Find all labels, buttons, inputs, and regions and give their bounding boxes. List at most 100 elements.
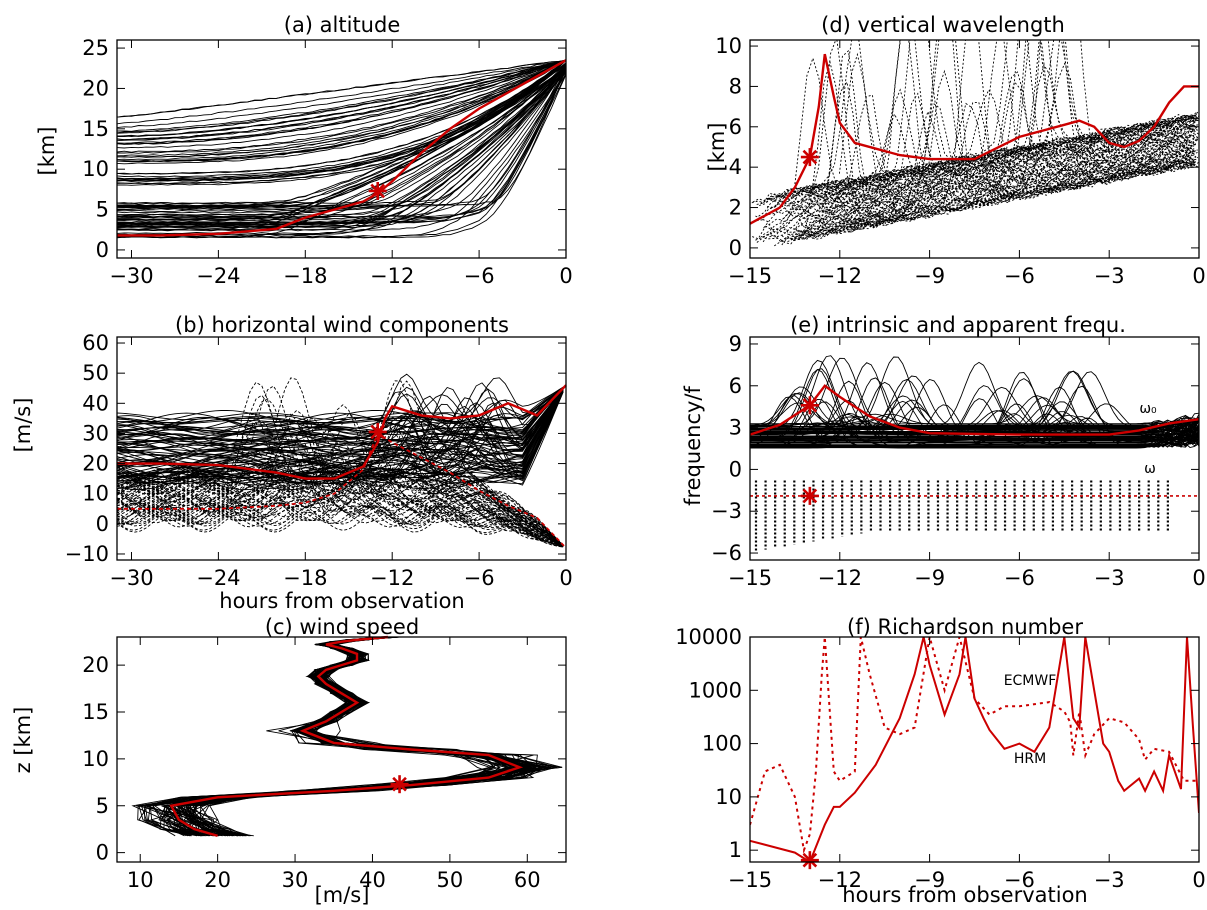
panel-e-marker [800, 486, 819, 505]
panel-d-trajectory [751, 40, 1196, 220]
panel-a-trajectory [117, 73, 566, 238]
panel-b-xtick-label: −18 [283, 566, 327, 590]
panel-b-trajectory-dashed [117, 394, 564, 547]
panel-a-trajectory [117, 59, 566, 118]
panel-a-trajectory [117, 63, 566, 208]
panel-d-ylabel: [km] [705, 122, 729, 171]
panel-f-lines [750, 637, 1199, 862]
panel-c-profile [138, 637, 563, 837]
panel-c-profile [176, 637, 522, 836]
panel-c-profile [183, 637, 527, 837]
panel-b-trajectory-solid [117, 390, 564, 484]
panel-d-xtick-label: −9 [914, 264, 945, 288]
panel-c-profile [200, 637, 517, 836]
panel-a-trajectory [117, 59, 566, 129]
panel-e-ytick-label: 9 [729, 332, 742, 356]
panel-c-ytick-label: 15 [82, 700, 109, 724]
panel-d-vertical-wavelength: (d) vertical wavelength [km] −15 −12 −9 −6 −… [705, 13, 1206, 288]
panel-a-trajectory [117, 69, 566, 225]
panel-a-trajectory [117, 59, 566, 185]
panel-a-ytick-label: 15 [82, 117, 109, 141]
panel-f-ytick-label: 10 [715, 785, 742, 809]
panel-c-xtick-label: 40 [359, 868, 386, 892]
panel-b-xtick-label: −6 [464, 566, 495, 590]
panel-a-trajectory [117, 73, 566, 239]
panel-c-profile [167, 637, 529, 837]
panel-d-marker [800, 148, 819, 167]
panel-b-frame [116, 336, 567, 561]
panel-c-profile [167, 637, 531, 837]
panel-d-trajectory [829, 133, 1195, 209]
panel-d-trajectory [774, 102, 1194, 247]
panel-d-trajectory [832, 111, 1199, 234]
panel-c-profile [191, 637, 545, 837]
panel-d-trajectory [786, 117, 1199, 241]
panel-f-xtick-label: −12 [818, 868, 862, 892]
panel-a-altitude: (a) altitude [km] −30 −24 −18 −12 −6 0 0 5 10 15 2… [35, 13, 573, 288]
panel-c-profile [152, 637, 542, 837]
panel-d-trajectory [836, 40, 1197, 212]
panel-e-trajectory-intrinsic [750, 386, 1199, 427]
panel-d-trajectory [839, 117, 1199, 232]
panel-c-profile [177, 637, 558, 837]
panel-d-trajectory [755, 88, 1199, 240]
panel-b-trajectory-dashed [117, 467, 564, 546]
panel-a-ylabel: [km] [35, 126, 59, 175]
panel-d-trajectory [756, 132, 1195, 243]
panel-a-trajectory [117, 59, 566, 141]
panel-d-trajectory [794, 56, 1197, 208]
panel-a-marker-stroke [370, 183, 386, 199]
panel-a-trajectory [117, 62, 566, 207]
panel-f-marker [800, 851, 819, 870]
panel-e-ytick-label: −6 [711, 541, 742, 565]
panel-f-xtick-label: −6 [1004, 868, 1035, 892]
panel-c-profile [189, 637, 530, 837]
panel-a-trajectory [117, 66, 566, 217]
panel-d-trajectory [800, 69, 1197, 221]
panel-b-ytick-label: 0 [96, 512, 109, 536]
panel-e-trajectory-intrinsic [750, 361, 1199, 429]
panel-e-trajectory-intrinsic [750, 424, 1199, 446]
panel-b-trajectory-dashed [117, 461, 564, 546]
panel-b-xtick-label: 0 [559, 566, 572, 590]
panel-b-trajectory-dashed [117, 413, 564, 548]
panel-d-frame [749, 39, 1200, 259]
panel-f-xtick-label: −3 [1094, 868, 1125, 892]
panel-c-profile [199, 637, 538, 837]
panel-d-trajectory [752, 121, 1197, 231]
panel-b-trajectory-solid [117, 386, 564, 441]
panel-b-ytick-label: 60 [82, 331, 109, 355]
panel-c-marker [390, 775, 409, 794]
panel-b-trajectory-dashed [117, 450, 564, 547]
panel-c-profile [206, 637, 549, 837]
panel-a-xtick-label: −12 [370, 264, 414, 288]
panel-a-trajectory [117, 63, 566, 207]
panel-a-trajectory [117, 60, 566, 154]
panel-a-trajectory [117, 70, 566, 229]
panel-b-trajectory-dashed [117, 451, 564, 547]
panel-b-horizontal-wind: (b) horizontal wind components [m/s] hou… [11, 313, 573, 613]
panel-e-frequency: (e) intrinsic and apparent frequ. freque… [681, 313, 1206, 590]
panel-e-trajectory-intrinsic [750, 422, 1199, 438]
panel-b-trajectory-dashed [117, 413, 564, 547]
panel-b-trajectory-dashed [117, 461, 564, 548]
panel-b-trajectory-dashed [117, 502, 564, 548]
panel-a-trajectory [117, 60, 566, 163]
panel-e-xtick-label: −15 [728, 566, 772, 590]
panel-a-ytick-label: 25 [82, 36, 109, 60]
panel-e-ylabel: frequency/f [681, 385, 705, 505]
panel-a-trajectory [117, 59, 566, 137]
panel-d-trajectory [768, 92, 1199, 229]
panel-c-xtick-label: 50 [437, 868, 464, 892]
panel-b-trajectory-solid [117, 391, 564, 490]
panel-d-trajectory [752, 40, 1196, 240]
panel-b-highlight-line [117, 384, 567, 480]
panel-c-title: (c) wind speed [265, 615, 419, 639]
panel-a-xtick-label: −30 [109, 264, 153, 288]
panel-c-ylabel: z [km] [11, 707, 35, 774]
panel-d-xtick-label: −6 [1004, 264, 1035, 288]
panel-c-profile [193, 637, 563, 837]
panel-c-highlight-line [169, 635, 524, 837]
panel-a-trajectory [117, 59, 566, 149]
panel-b-trajectory-dashed [117, 436, 564, 547]
